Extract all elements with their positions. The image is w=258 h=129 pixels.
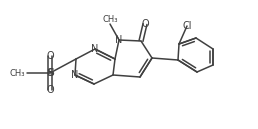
Text: S: S [46, 68, 54, 78]
Text: N: N [91, 44, 99, 54]
Text: O: O [46, 51, 54, 61]
Text: O: O [46, 85, 54, 95]
Text: N: N [71, 70, 79, 80]
Text: CH₃: CH₃ [10, 68, 25, 78]
Text: Cl: Cl [182, 21, 192, 31]
Text: N: N [115, 35, 123, 45]
Text: O: O [141, 19, 149, 29]
Text: CH₃: CH₃ [102, 15, 118, 24]
